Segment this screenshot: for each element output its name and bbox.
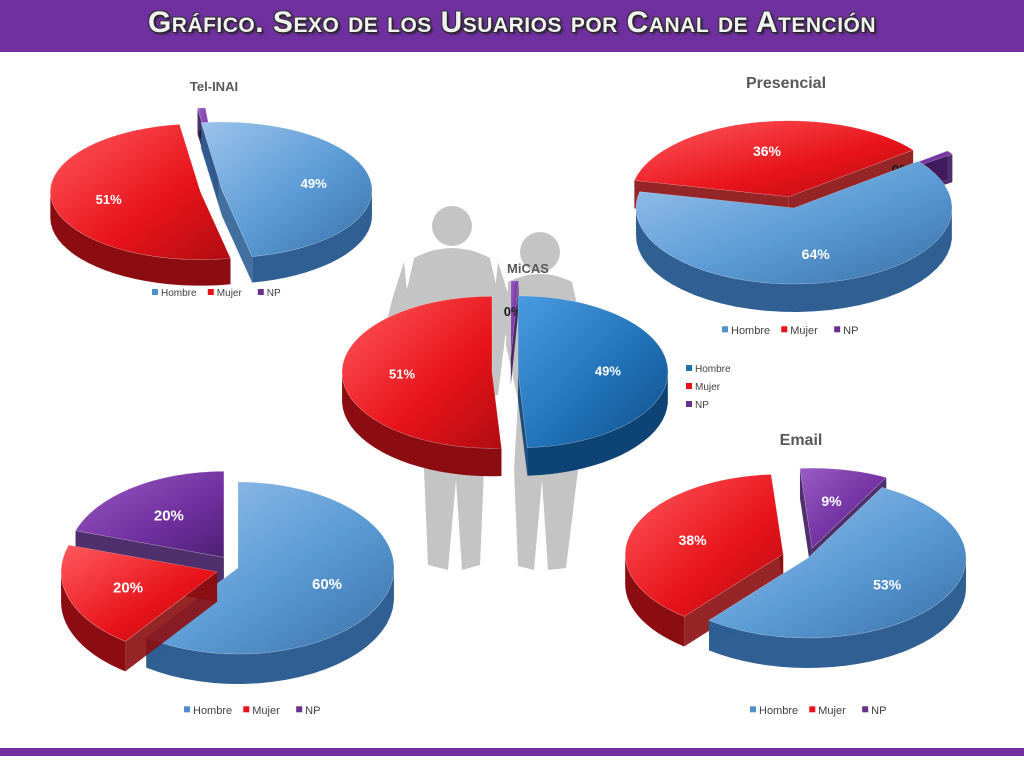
pie-chart-unnamed: 20% 60% 20% Hombre Mujer NP bbox=[60, 470, 395, 717]
legend-label-hombre: Hombre bbox=[193, 705, 232, 717]
legend-swatch-mujer bbox=[207, 289, 214, 295]
data-label-np: 9% bbox=[821, 493, 842, 509]
data-label-mujer: 36% bbox=[753, 143, 782, 159]
header-bar bbox=[0, 0, 1024, 52]
chart-title: Tel-INAI bbox=[190, 79, 238, 94]
legend-swatch-np bbox=[686, 401, 692, 407]
legend-swatch-hombre bbox=[184, 706, 190, 713]
legend-swatch-np bbox=[257, 289, 264, 295]
legend-label-hombre: Hombre bbox=[731, 325, 770, 337]
legend-label-np: NP bbox=[305, 705, 320, 717]
data-label-mujer: 51% bbox=[389, 367, 415, 382]
legend-label-mujer: Mujer bbox=[790, 325, 818, 337]
data-label-mujer: 51% bbox=[96, 192, 122, 207]
slide-title: Gráfico. Sexo de los Usuarios por Canal … bbox=[147, 6, 877, 39]
chart-legend: Hombre Mujer NP bbox=[152, 288, 281, 299]
legend-label-np: NP bbox=[843, 325, 858, 337]
chart-legend: Hombre Mujer NP bbox=[686, 364, 731, 411]
data-label-hombre: 53% bbox=[873, 576, 902, 592]
slice-mujer: 51% bbox=[341, 295, 502, 477]
data-label-mujer: 38% bbox=[679, 532, 708, 548]
legend-label-np: NP bbox=[871, 705, 886, 717]
data-label-mujer: 20% bbox=[113, 580, 143, 597]
legend-label-mujer: Mujer bbox=[217, 288, 243, 299]
legend-swatch-hombre bbox=[152, 289, 158, 295]
chart-legend: Hombre Mujer NP bbox=[722, 325, 858, 337]
legend-swatch-hombre bbox=[722, 326, 728, 333]
data-label-hombre: 49% bbox=[595, 363, 621, 378]
legend-swatch-np bbox=[296, 706, 303, 713]
chart-title: MiCAS bbox=[507, 261, 549, 276]
slice-mujer: 38% bbox=[624, 474, 784, 647]
legend-label-hombre: Hombre bbox=[161, 288, 197, 299]
legend-label-mujer: Mujer bbox=[252, 705, 280, 717]
legend-label-mujer: Mujer bbox=[818, 705, 846, 717]
footer-bar bbox=[0, 748, 1024, 756]
charts-canvas: 0%49%51%Tel-INAIHombreMujerNP36%0%64%Pre… bbox=[50, 75, 967, 717]
legend-swatch-mujer bbox=[686, 383, 692, 389]
slice-hombre: 64% bbox=[635, 160, 953, 312]
slice-mujer: 20% bbox=[60, 544, 218, 672]
data-label-hombre: 64% bbox=[802, 246, 831, 262]
slice-hombre: 49% bbox=[200, 121, 373, 283]
legend-label-hombre: Hombre bbox=[759, 705, 798, 717]
data-label-np: 20% bbox=[154, 508, 184, 525]
chart-legend: Hombre Mujer NP bbox=[750, 705, 886, 717]
slice-hombre: 49% bbox=[517, 295, 669, 476]
chart-legend: Hombre Mujer NP bbox=[184, 705, 320, 717]
legend-swatch-hombre bbox=[750, 706, 756, 713]
data-label-hombre: 60% bbox=[312, 576, 342, 593]
legend-swatch-np bbox=[862, 706, 869, 713]
legend-swatch-mujer bbox=[781, 326, 788, 333]
legend-swatch-mujer bbox=[243, 706, 250, 713]
chart-title: Presencial bbox=[746, 75, 826, 92]
legend-swatch-mujer bbox=[809, 706, 816, 713]
legend-swatch-np bbox=[834, 326, 841, 333]
legend-label-np: NP bbox=[267, 288, 281, 299]
legend-swatch-hombre bbox=[686, 365, 692, 371]
legend-label-mujer: Mujer bbox=[695, 382, 721, 393]
legend-label-hombre: Hombre bbox=[695, 364, 731, 375]
legend-label-np: NP bbox=[695, 400, 709, 411]
pie-chart-email: 9% 38% 53% Email Hombre Mujer NP bbox=[624, 432, 967, 717]
data-label-hombre: 49% bbox=[301, 176, 327, 191]
chart-title: Email bbox=[780, 432, 823, 449]
slice-mujer: 51% bbox=[50, 124, 231, 286]
slice-hombre: 53% bbox=[708, 487, 967, 668]
